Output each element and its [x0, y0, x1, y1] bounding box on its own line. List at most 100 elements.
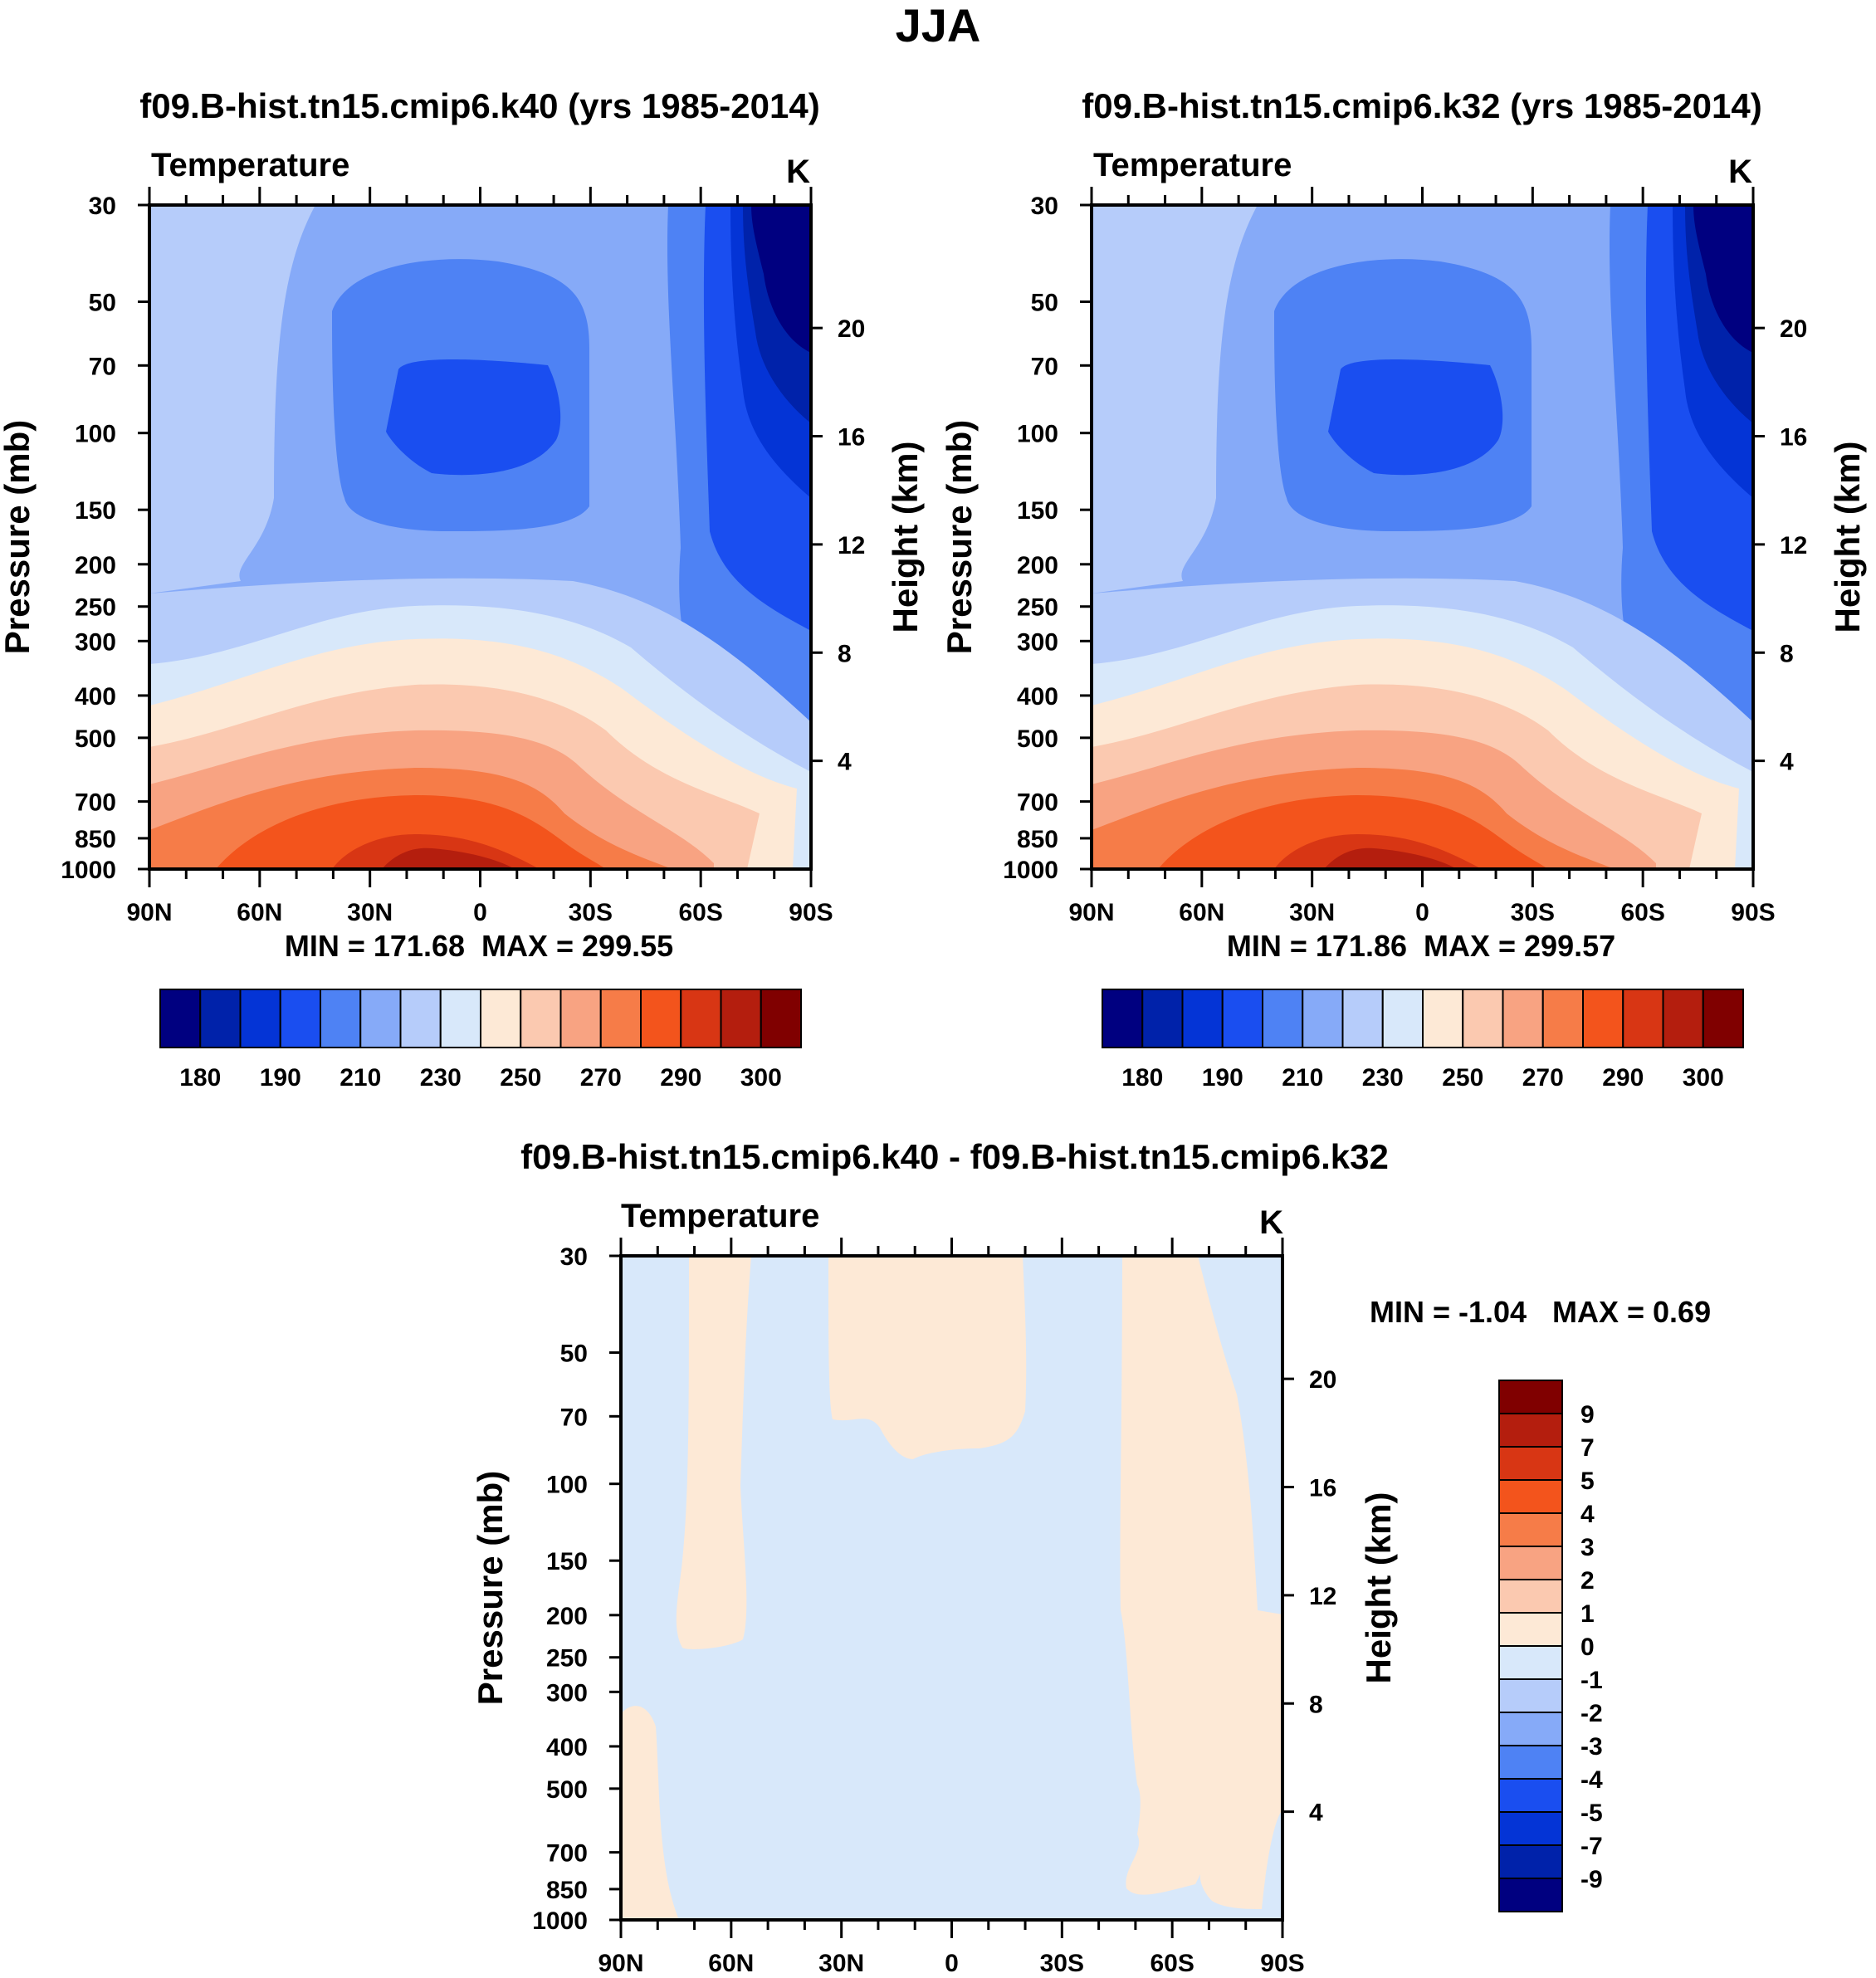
colorbar-tick-label: 180 [1121, 1064, 1163, 1092]
panel-diff-title: f09.B-hist.tn15.cmip6.k40 - f09.B-hist.t… [520, 1137, 1389, 1176]
panel-k40-colorbar: 180 190 210 230 250 270 290 300 [159, 989, 802, 1092]
colorbar-swatch [1498, 1579, 1563, 1614]
x-tick-label: 90N [126, 899, 172, 926]
panel-k40-plot-area [148, 203, 813, 871]
y-tick-label: 30 [1031, 193, 1058, 220]
x-tick-label: 60N [237, 899, 282, 926]
panel-k40-band-295 [216, 795, 606, 869]
y-tick-label: 400 [1017, 683, 1058, 711]
panel-k40-min-text: MIN = 171.68 [285, 929, 465, 963]
colorbar-swatch [1141, 989, 1184, 1048]
x-tick-label: 30S [1511, 899, 1555, 926]
colorbar-swatch [1498, 1712, 1563, 1746]
colorbar-swatch [1662, 989, 1704, 1048]
colorbar-tick-label: -3 [1580, 1733, 1603, 1761]
y-right-tick-label: 16 [838, 424, 865, 452]
colorbar-swatch [1498, 1844, 1563, 1879]
colorbar-swatch [439, 989, 481, 1048]
x-tick-label: 90N [598, 1950, 643, 1977]
colorbar-tick-label: -2 [1580, 1700, 1603, 1727]
y-tick-label: 700 [75, 789, 116, 817]
y-tick-label: 150 [546, 1548, 588, 1575]
colorbar-tick-label: 2 [1580, 1567, 1595, 1595]
colorbar-swatch [1498, 1678, 1563, 1713]
panel-k40-contour-sp5 [751, 205, 811, 353]
y-tick-label: 30 [89, 193, 116, 220]
colorbar-tick-label: 1 [1580, 1600, 1595, 1628]
y-right-tick-label: 16 [1780, 424, 1807, 452]
y-right-tick-label: 4 [838, 749, 852, 776]
y-tick-label: 50 [89, 290, 116, 317]
y-tick-label: 100 [75, 421, 116, 448]
panel-k32-title: f09.B-hist.tn15.cmip6.k32 (yrs 1985-2014… [1082, 86, 1761, 125]
colorbar-swatch [520, 989, 562, 1048]
y-tick-label: 1000 [532, 1907, 588, 1935]
colorbar-swatch [1498, 1612, 1563, 1647]
panel-k40-contour-light [149, 205, 315, 593]
x-tick-label: 90S [789, 899, 833, 926]
colorbar-swatch [1498, 1446, 1563, 1481]
y-right-tick-label: 12 [1309, 1583, 1336, 1610]
y-tick-label: 70 [1031, 353, 1058, 380]
panel-diff-positive-region-3 [1120, 1256, 1282, 1909]
panel-k32-variable-label: Temperature [1093, 147, 1292, 183]
y-tick-label: 70 [89, 353, 116, 380]
colorbar-tick-label: -9 [1580, 1866, 1603, 1893]
y-tick-label: 300 [75, 628, 116, 656]
colorbar-swatch [1341, 989, 1384, 1048]
colorbar-tick-label: 180 [179, 1064, 221, 1092]
colorbar-swatch [1498, 1878, 1563, 1912]
y-right-tick-label: 20 [1309, 1366, 1336, 1394]
colorbar-tick-label: 300 [740, 1064, 782, 1092]
panel-k32-colorbar: 180 190 210 230 250 270 290 300 [1102, 989, 1744, 1092]
colorbar-tick-label: 7 [1580, 1434, 1595, 1462]
y-tick-label: 200 [1017, 552, 1058, 579]
colorbar-swatch [1221, 989, 1263, 1048]
y-tick-label: 500 [1017, 725, 1058, 753]
panel-k40-y-axis-left: 30 50 70 100 150 200 250 300 400 500 700 850 1000 [61, 193, 149, 884]
y-tick-label: 50 [1031, 290, 1058, 317]
x-tick-label: 60S [1150, 1950, 1194, 1977]
panel-k40: f09.B-hist.tn15.cmip6.k40 (yrs 1985-2014… [0, 86, 925, 1092]
panel-diff-min-text: MIN = -1.04 [1370, 1295, 1527, 1329]
colorbar-swatch [480, 989, 522, 1048]
panel-diff-ylabel: Pressure (mb) [471, 1471, 510, 1705]
y-tick-label: 400 [546, 1734, 588, 1761]
y-tick-label: 70 [560, 1404, 588, 1431]
colorbar-swatch [1498, 1811, 1563, 1846]
y-tick-label: 150 [75, 497, 116, 525]
colorbar-swatch [720, 989, 762, 1048]
colorbar-tick-label: 190 [260, 1064, 301, 1092]
y-tick-label: 500 [546, 1776, 588, 1804]
colorbar-swatch [399, 989, 442, 1048]
colorbar-tick-label: 290 [1602, 1064, 1644, 1092]
panel-k40-ylabel: Pressure (mb) [0, 420, 37, 654]
colorbar-swatch [760, 989, 802, 1048]
x-tick-label: 90N [1068, 899, 1114, 926]
colorbar-tick-label: 3 [1580, 1534, 1595, 1561]
y-tick-label: 50 [560, 1341, 588, 1368]
colorbar-tick-label: 210 [1282, 1064, 1323, 1092]
x-tick-label: 90S [1731, 899, 1775, 926]
panel-diff-positive-region-2 [828, 1256, 1027, 1459]
y-tick-label: 200 [75, 552, 116, 579]
colorbar-swatch [1422, 989, 1464, 1048]
colorbar-swatch [1702, 989, 1744, 1048]
panel-diff: f09.B-hist.tn15.cmip6.k40 - f09.B-hist.t… [471, 1137, 1711, 1977]
panel-k40-contour-core [386, 359, 561, 476]
colorbar-swatch [1622, 989, 1664, 1048]
x-tick-label: 0 [945, 1950, 959, 1977]
panel-diff-positive-region-1 [676, 1256, 751, 1649]
x-tick-label: 30S [1040, 1950, 1084, 1977]
panel-k32-ylabel-right: Height (km) [1828, 442, 1867, 633]
panel-diff-y-axis-left: 30 50 70 100 150 200 250 300 400 500 700 850 1000 [532, 1243, 621, 1935]
panel-k32-y-axis-left: 30 50 70 100 150 200 250 300 400 500 700 850 1000 [1003, 193, 1092, 884]
panel-diff-units-label: K [1259, 1204, 1283, 1241]
colorbar-tick-label: 250 [500, 1064, 541, 1092]
colorbar-swatch [1498, 1546, 1563, 1580]
colorbar-swatch [559, 989, 602, 1048]
colorbar-tick-label: 4 [1580, 1501, 1595, 1528]
y-tick-label: 500 [75, 725, 116, 753]
y-tick-label: 300 [1017, 628, 1058, 656]
